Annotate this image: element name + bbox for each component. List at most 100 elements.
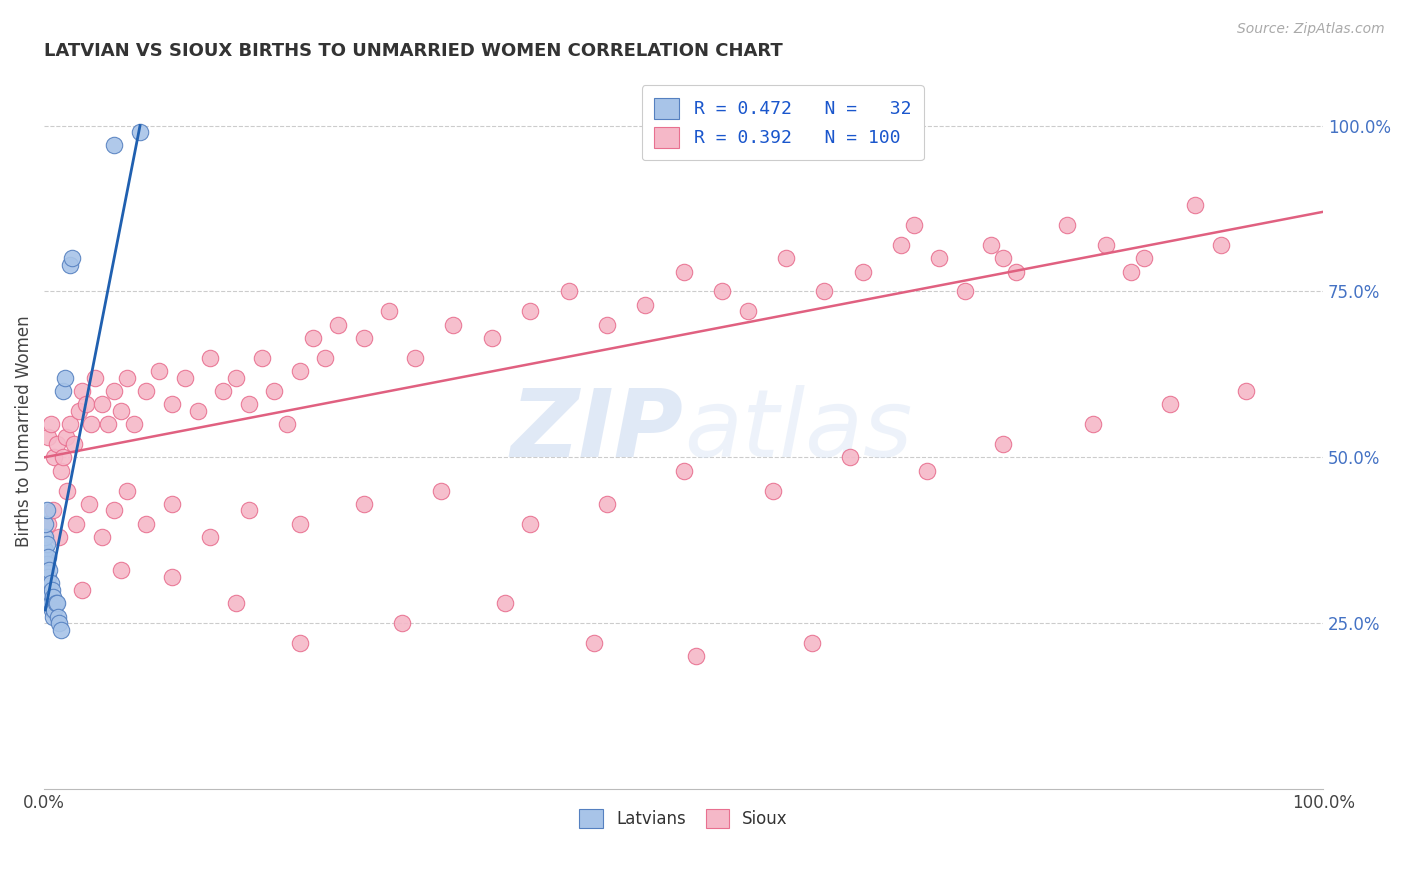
Point bbox=[187, 404, 209, 418]
Point bbox=[65, 516, 87, 531]
Point bbox=[34, 543, 56, 558]
Point bbox=[672, 464, 695, 478]
Point bbox=[238, 397, 260, 411]
Point bbox=[250, 351, 273, 365]
Point bbox=[903, 218, 925, 232]
Point bbox=[37, 583, 59, 598]
Point bbox=[519, 304, 541, 318]
Point bbox=[52, 450, 75, 465]
Text: LATVIAN VS SIOUX BIRTHS TO UNMARRIED WOMEN CORRELATION CHART: LATVIAN VS SIOUX BIRTHS TO UNMARRIED WOM… bbox=[44, 42, 783, 60]
Point bbox=[762, 483, 785, 498]
Point bbox=[72, 384, 94, 398]
Point bbox=[62, 437, 84, 451]
Point bbox=[212, 384, 235, 398]
Point bbox=[288, 516, 311, 531]
Point bbox=[148, 364, 170, 378]
Point bbox=[160, 570, 183, 584]
Point bbox=[110, 404, 132, 418]
Point bbox=[117, 370, 139, 384]
Point bbox=[42, 609, 65, 624]
Point bbox=[42, 590, 65, 604]
Point bbox=[37, 570, 59, 584]
Point bbox=[1234, 384, 1257, 398]
Point bbox=[1081, 417, 1104, 432]
Point bbox=[39, 417, 62, 432]
Point bbox=[953, 285, 976, 299]
Point bbox=[890, 238, 912, 252]
Point bbox=[928, 252, 950, 266]
Point bbox=[557, 285, 579, 299]
Point bbox=[110, 563, 132, 577]
Point bbox=[103, 138, 125, 153]
Point bbox=[429, 483, 451, 498]
Point bbox=[288, 636, 311, 650]
Point bbox=[634, 298, 657, 312]
Point bbox=[46, 609, 69, 624]
Legend: Latvians, Sioux: Latvians, Sioux bbox=[572, 802, 794, 835]
Point bbox=[38, 563, 60, 577]
Point bbox=[35, 576, 58, 591]
Point bbox=[441, 318, 464, 332]
Point bbox=[596, 497, 619, 511]
Point bbox=[1121, 264, 1143, 278]
Point bbox=[37, 516, 59, 531]
Point bbox=[117, 483, 139, 498]
Point bbox=[711, 285, 734, 299]
Point bbox=[34, 516, 56, 531]
Point bbox=[59, 258, 82, 272]
Point bbox=[353, 331, 375, 345]
Point bbox=[200, 530, 222, 544]
Point bbox=[103, 503, 125, 517]
Point bbox=[41, 583, 63, 598]
Point bbox=[97, 417, 120, 432]
Point bbox=[481, 331, 503, 345]
Point bbox=[55, 430, 77, 444]
Point bbox=[84, 370, 107, 384]
Point bbox=[993, 252, 1015, 266]
Point bbox=[39, 596, 62, 610]
Point bbox=[72, 583, 94, 598]
Point bbox=[160, 497, 183, 511]
Point bbox=[800, 636, 823, 650]
Point bbox=[34, 563, 56, 577]
Point bbox=[44, 603, 66, 617]
Point bbox=[44, 450, 66, 465]
Text: atlas: atlas bbox=[683, 385, 912, 476]
Point bbox=[1209, 238, 1232, 252]
Point bbox=[45, 596, 67, 610]
Point bbox=[59, 417, 82, 432]
Text: Source: ZipAtlas.com: Source: ZipAtlas.com bbox=[1237, 22, 1385, 37]
Point bbox=[135, 516, 157, 531]
Point bbox=[45, 437, 67, 451]
Point bbox=[135, 384, 157, 398]
Point bbox=[391, 616, 413, 631]
Point bbox=[596, 318, 619, 332]
Point bbox=[813, 285, 835, 299]
Point bbox=[775, 252, 797, 266]
Point bbox=[225, 596, 247, 610]
Point bbox=[35, 503, 58, 517]
Point bbox=[404, 351, 426, 365]
Point bbox=[42, 503, 65, 517]
Point bbox=[129, 125, 152, 139]
Point bbox=[34, 549, 56, 564]
Point bbox=[49, 623, 72, 637]
Point bbox=[77, 497, 100, 511]
Point bbox=[38, 590, 60, 604]
Point bbox=[37, 430, 59, 444]
Point bbox=[49, 464, 72, 478]
Point bbox=[1133, 252, 1156, 266]
Point bbox=[48, 616, 70, 631]
Point bbox=[737, 304, 759, 318]
Point bbox=[200, 351, 222, 365]
Y-axis label: Births to Unmarried Women: Births to Unmarried Women bbox=[15, 315, 32, 547]
Point bbox=[238, 503, 260, 517]
Point bbox=[60, 252, 83, 266]
Text: ZIP: ZIP bbox=[510, 384, 683, 477]
Point bbox=[583, 636, 606, 650]
Point bbox=[41, 603, 63, 617]
Point bbox=[35, 557, 58, 571]
Point bbox=[915, 464, 938, 478]
Point bbox=[276, 417, 298, 432]
Point bbox=[838, 450, 860, 465]
